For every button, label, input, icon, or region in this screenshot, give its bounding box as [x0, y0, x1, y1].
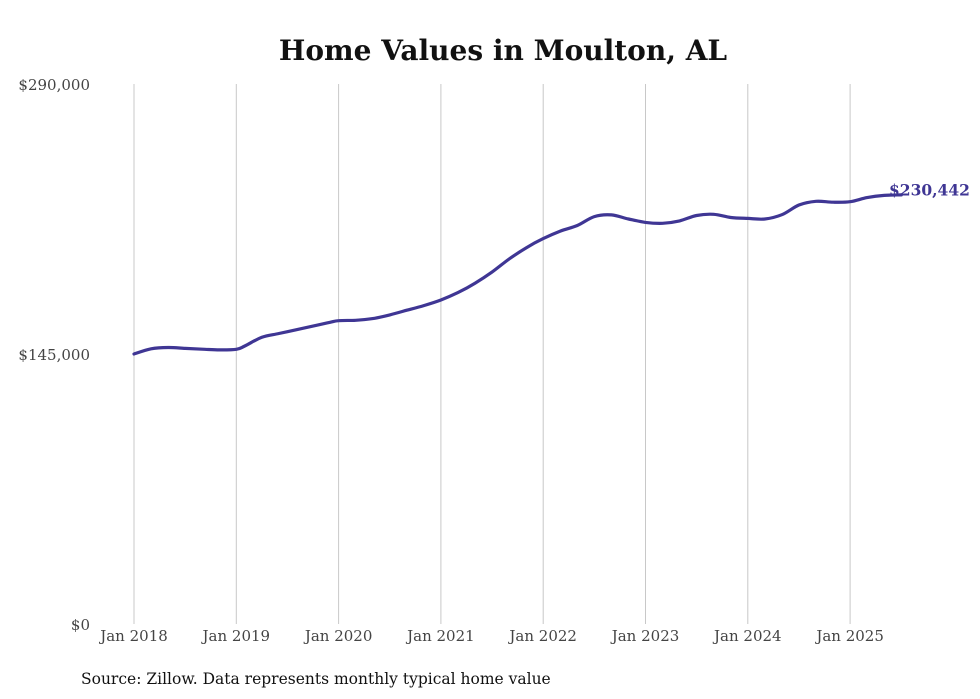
x-tick-label: Jan 2023	[610, 627, 680, 645]
y-tick-label: $290,000	[18, 76, 90, 94]
x-axis-ticks: Jan 2018 Jan 2019 Jan 2020 Jan 2021 Jan 2022…	[98, 627, 884, 645]
series-layer	[132, 193, 903, 356]
y-tick-label: $0	[71, 616, 90, 634]
x-tick-label: Jan 2020	[303, 627, 373, 645]
x-tick-label: Jan 2018	[98, 627, 168, 645]
series-line-0	[132, 193, 903, 356]
chart-title: Home Values in Moulton, AL	[279, 34, 728, 67]
x-tick-label: Jan 2024	[712, 627, 782, 645]
source-note: Source: Zillow. Data represents monthly …	[81, 670, 551, 688]
y-tick-label: $145,000	[18, 346, 90, 364]
y-axis-ticks: $0 $145,000 $290,000	[18, 76, 90, 634]
x-tick-label: Jan 2019	[201, 627, 271, 645]
grid	[133, 84, 851, 624]
x-tick-label: Jan 2021	[405, 627, 475, 645]
end-value-label: $230,442	[889, 180, 970, 199]
x-tick-label: Jan 2025	[814, 627, 884, 645]
x-tick-label: Jan 2022	[507, 627, 577, 645]
